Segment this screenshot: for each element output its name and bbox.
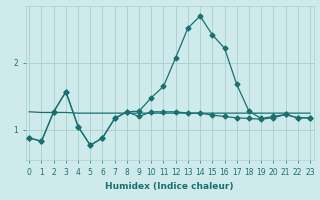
X-axis label: Humidex (Indice chaleur): Humidex (Indice chaleur) <box>105 182 234 191</box>
